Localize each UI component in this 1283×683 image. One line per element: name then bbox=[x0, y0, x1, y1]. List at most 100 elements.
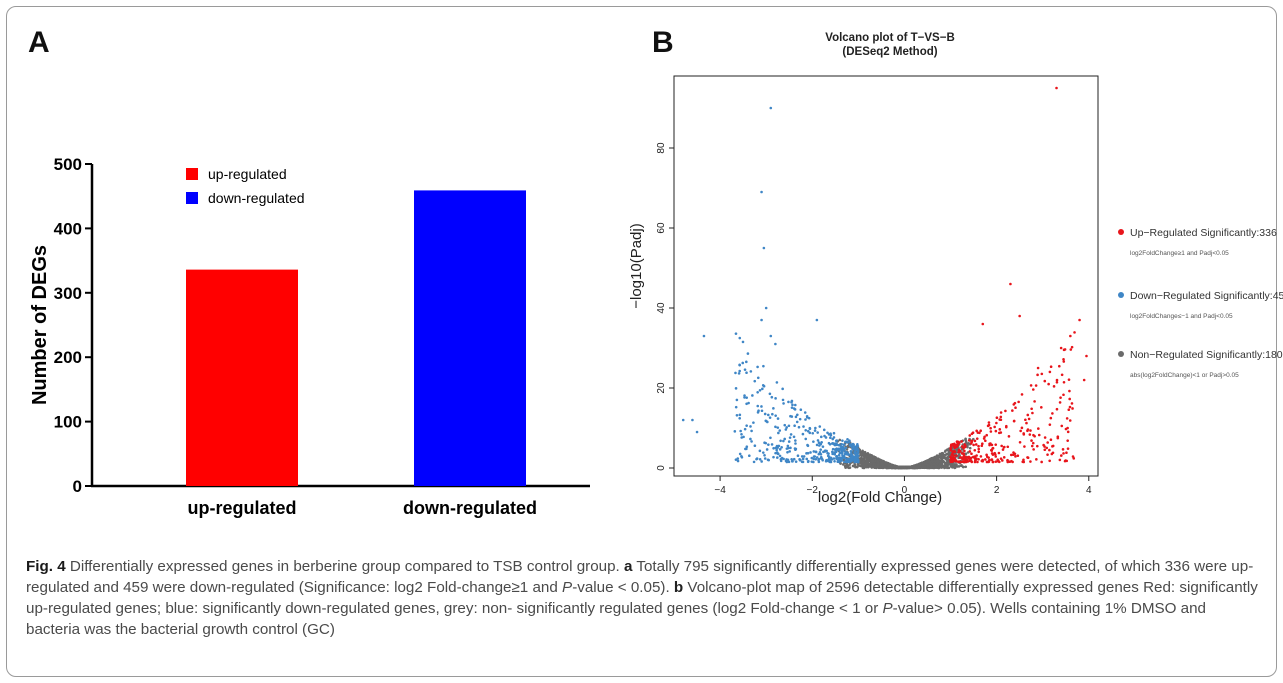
point-down-regulated bbox=[851, 442, 855, 446]
point-down-regulated bbox=[789, 446, 792, 450]
point-down-regulated bbox=[767, 458, 770, 462]
point-up-regulated bbox=[985, 433, 989, 437]
point-up-regulated bbox=[1043, 445, 1046, 448]
point-down-regulated bbox=[760, 405, 763, 408]
point-up-regulated bbox=[975, 437, 979, 440]
point-non-regulated bbox=[921, 463, 924, 466]
point-non-regulated bbox=[941, 456, 945, 459]
point-down-regulated bbox=[841, 445, 845, 449]
point-up-regulated bbox=[988, 443, 991, 447]
point-down-regulated bbox=[756, 391, 759, 394]
point-up-regulated bbox=[1017, 400, 1020, 404]
point-down-regulated bbox=[818, 451, 822, 454]
point-down-regulated bbox=[753, 379, 757, 383]
point-non-regulated bbox=[887, 463, 891, 466]
point-down-regulated bbox=[853, 445, 856, 449]
caption-b-text-2: -value> 0.05). Wells containing 1% DMSO … bbox=[26, 600, 1207, 638]
y-axis-label: Number of DEGs bbox=[29, 245, 51, 405]
point-up-regulated bbox=[1004, 425, 1008, 429]
point-down-regulated bbox=[762, 384, 766, 388]
legend-label: Down−Regulated Significantly:459 bbox=[1130, 290, 1283, 302]
point-down-regulated bbox=[802, 425, 805, 428]
point-up-regulated bbox=[976, 460, 979, 464]
point-up-regulated bbox=[984, 439, 987, 443]
point-down-regulated bbox=[796, 413, 799, 417]
point-up-regulated bbox=[1022, 458, 1025, 462]
point-up-regulated bbox=[951, 456, 955, 459]
point-non-regulated bbox=[894, 465, 898, 469]
point-up-regulated bbox=[1048, 423, 1052, 426]
point-down-regulated bbox=[785, 426, 788, 429]
point-up-regulated bbox=[1035, 444, 1039, 448]
point-down-regulated bbox=[702, 334, 706, 338]
point-up-regulated bbox=[995, 416, 999, 420]
point-up-regulated bbox=[1045, 446, 1049, 450]
caption-p-italic-1: P bbox=[562, 579, 573, 596]
point-down-regulated bbox=[831, 450, 834, 454]
point-up-regulated bbox=[991, 460, 995, 464]
point-down-regulated bbox=[794, 403, 797, 407]
point-up-regulated bbox=[1035, 458, 1038, 461]
point-non-regulated bbox=[860, 464, 864, 468]
point-up-regulated bbox=[1006, 445, 1010, 449]
point-non-regulated bbox=[953, 462, 957, 466]
point-down-regulated bbox=[762, 364, 765, 368]
point-down-regulated bbox=[812, 457, 816, 461]
point-down-regulated bbox=[774, 342, 777, 346]
point-up-regulated bbox=[1040, 372, 1044, 376]
point-up-regulated bbox=[1047, 382, 1050, 386]
point-non-regulated bbox=[847, 466, 851, 470]
point-down-regulated bbox=[790, 399, 794, 403]
point-non-regulated bbox=[864, 462, 868, 465]
point-down-regulated bbox=[815, 318, 819, 322]
bar-down-regulated bbox=[414, 190, 526, 487]
point-up-regulated bbox=[970, 439, 974, 443]
point-down-regulated bbox=[816, 439, 820, 442]
point-down-regulated bbox=[763, 453, 766, 457]
point-up-regulated bbox=[984, 458, 987, 461]
legend-note: abs(log2FoldChange)<1 or Padj>0.05 bbox=[1130, 372, 1239, 379]
point-non-regulated bbox=[966, 443, 969, 447]
point-up-regulated bbox=[1058, 458, 1062, 462]
point-down-regulated bbox=[758, 457, 762, 461]
point-down-regulated bbox=[849, 453, 852, 456]
point-up-regulated bbox=[949, 460, 953, 464]
point-non-regulated bbox=[927, 466, 931, 470]
point-non-regulated bbox=[845, 462, 849, 466]
point-down-regulated bbox=[763, 441, 766, 445]
x-axis-label: log2(Fold Change) bbox=[818, 489, 942, 506]
point-down-regulated bbox=[779, 459, 783, 463]
point-down-regulated bbox=[770, 443, 774, 446]
point-up-regulated bbox=[1057, 364, 1061, 368]
point-down-regulated bbox=[833, 453, 836, 456]
caption-b-text-1: Volcano-plot map of 2596 detectable diff… bbox=[26, 579, 1258, 617]
point-down-regulated bbox=[848, 444, 852, 447]
point-non-regulated bbox=[943, 450, 947, 453]
point-down-regulated bbox=[831, 452, 834, 456]
point-down-regulated bbox=[778, 454, 782, 458]
point-down-regulated bbox=[843, 460, 846, 464]
point-down-regulated bbox=[842, 443, 846, 446]
point-up-regulated bbox=[1033, 400, 1036, 403]
point-down-regulated bbox=[856, 460, 859, 464]
point-non-regulated bbox=[944, 461, 948, 465]
point-up-regulated bbox=[958, 456, 962, 459]
point-down-regulated bbox=[814, 457, 818, 461]
point-down-regulated bbox=[786, 446, 790, 450]
point-down-regulated bbox=[833, 451, 837, 454]
point-non-regulated bbox=[867, 454, 871, 458]
point-down-regulated bbox=[734, 371, 737, 375]
point-down-regulated bbox=[734, 332, 738, 335]
point-down-regulated bbox=[760, 409, 764, 413]
point-up-regulated bbox=[963, 445, 967, 449]
point-non-regulated bbox=[889, 466, 893, 469]
caption-fig-label: Fig. 4 bbox=[26, 558, 66, 575]
point-down-regulated bbox=[803, 411, 807, 414]
point-up-regulated bbox=[954, 445, 958, 449]
point-down-regulated bbox=[769, 334, 773, 338]
point-down-regulated bbox=[832, 457, 836, 460]
point-non-regulated bbox=[964, 452, 968, 456]
point-up-regulated bbox=[990, 443, 994, 447]
point-up-regulated bbox=[1026, 413, 1030, 417]
legend-label: Up−Regulated Significantly:336 bbox=[1130, 227, 1277, 239]
